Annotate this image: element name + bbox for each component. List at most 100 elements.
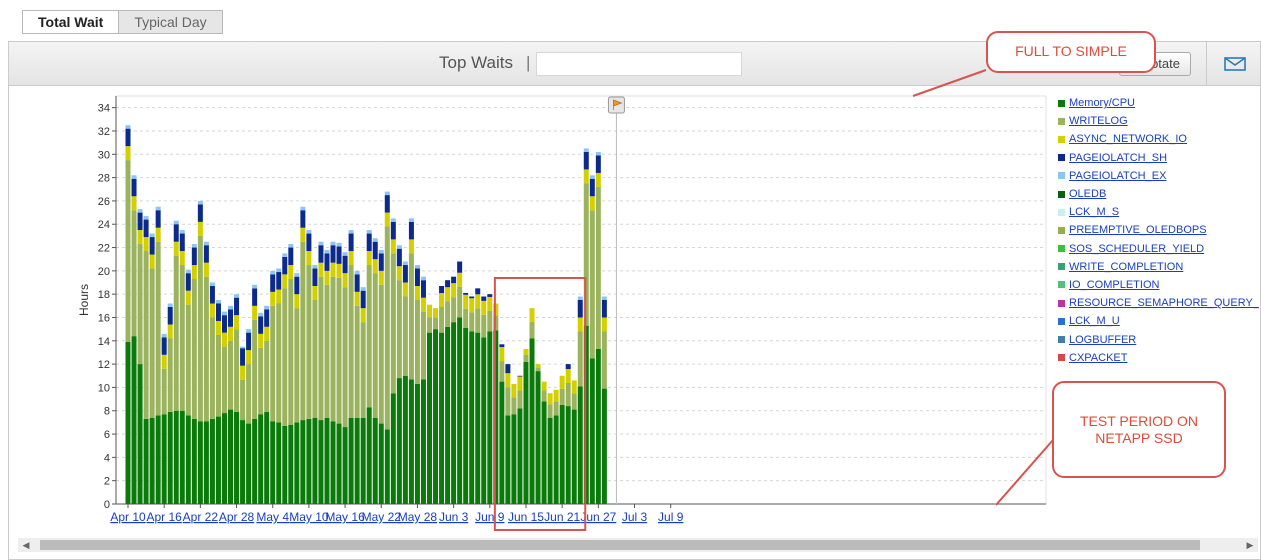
x-tick-label[interactable]: May 28 <box>398 510 438 524</box>
bar-segment <box>234 315 240 330</box>
x-tick-label[interactable]: Apr 10 <box>110 510 146 524</box>
bar-segment <box>167 338 173 412</box>
legend-item[interactable]: LCK_M_S <box>1058 203 1259 221</box>
bar-segment <box>390 253 396 394</box>
bar-segment <box>185 273 191 291</box>
legend-swatch <box>1058 245 1065 253</box>
bar-segment <box>336 242 342 247</box>
scroll-left-arrow[interactable]: ◀ <box>22 540 30 550</box>
x-tick-label[interactable]: Apr 28 <box>219 510 255 524</box>
bar-segment <box>125 125 131 129</box>
bar-segment <box>517 375 523 377</box>
x-tick-label[interactable]: Jul 3 <box>622 510 648 524</box>
bar-segment <box>354 274 360 292</box>
bar-segment <box>228 309 234 327</box>
x-tick-label[interactable]: May 22 <box>362 510 402 524</box>
legend-label[interactable]: RESOURCE_SEMAPHORE_QUERY_ <box>1069 297 1259 310</box>
bar-segment <box>408 239 414 254</box>
bar-segment <box>414 300 420 384</box>
legend-label[interactable]: CXPACKET <box>1069 351 1128 364</box>
bar-segment <box>161 337 167 355</box>
legend-label[interactable]: WRITELOG <box>1069 115 1128 128</box>
legend-item[interactable]: OLEDB <box>1058 185 1259 203</box>
envelope-icon <box>1224 56 1246 71</box>
legend-label[interactable]: SOS_SCHEDULER_YIELD <box>1069 242 1205 255</box>
bar-segment <box>487 296 493 311</box>
y-tick-label: 6 <box>104 429 110 441</box>
legend-label[interactable]: LOGBUFFER <box>1069 333 1137 346</box>
legend-label[interactable]: IO_COMPLETION <box>1069 278 1160 291</box>
legend-label[interactable]: WRITE_COMPLETION <box>1069 260 1184 273</box>
legend-item[interactable]: SOS_SCHEDULER_YIELD <box>1058 240 1259 258</box>
scroll-thumb[interactable] <box>40 540 1200 550</box>
bar-segment <box>270 270 276 275</box>
x-tick-label[interactable]: May 16 <box>325 510 365 524</box>
x-tick-label[interactable]: May 4 <box>256 510 289 524</box>
bar-segment <box>457 261 463 273</box>
x-tick-label[interactable]: Jun 3 <box>439 510 469 524</box>
legend-label[interactable]: PAGEIOLATCH_EX <box>1069 169 1167 182</box>
bar-segment <box>203 276 209 422</box>
bar-segment <box>577 296 583 300</box>
legend-label[interactable]: PREEMPTIVE_OLEDBOPS <box>1069 224 1207 237</box>
callout-top-pointer <box>912 69 987 97</box>
legend-item[interactable]: PREEMPTIVE_OLEDBOPS <box>1058 221 1259 239</box>
bar-segment <box>276 268 282 273</box>
x-tick-label[interactable]: May 10 <box>289 510 329 524</box>
legend-item[interactable]: Memory/CPU <box>1058 94 1259 112</box>
chart-legend: Memory/CPU WRITELOG ASYNC_NETWORK_IO PAGEIO… <box>1058 94 1259 367</box>
bar-segment <box>553 415 559 504</box>
tab-typical-day[interactable]: Typical Day <box>119 10 223 34</box>
bar-segment <box>288 247 294 266</box>
scroll-right-arrow[interactable]: ▶ <box>1246 540 1254 550</box>
legend-item[interactable]: RESOURCE_SEMAPHORE_QUERY_ <box>1058 294 1259 312</box>
x-tick-label[interactable]: Jun 15 <box>508 510 544 524</box>
bar-segment <box>433 317 439 330</box>
legend-item[interactable]: WRITE_COMPLETION <box>1058 258 1259 276</box>
bar-segment <box>264 309 270 327</box>
x-tick-label[interactable]: Apr 16 <box>147 510 183 524</box>
bar-segment <box>445 280 451 288</box>
legend-item[interactable]: PAGEIOLATCH_SH <box>1058 149 1259 167</box>
legend-item[interactable]: CXPACKET <box>1058 349 1259 367</box>
legend-label[interactable]: OLEDB <box>1069 188 1107 201</box>
tab-total-wait[interactable]: Total Wait <box>22 10 120 34</box>
bar-segment <box>457 317 463 504</box>
legend-label[interactable]: ASYNC_NETWORK_IO <box>1069 133 1187 146</box>
legend-item[interactable]: IO_COMPLETION <box>1058 276 1259 294</box>
legend-item[interactable]: ASYNC_NETWORK_IO <box>1058 130 1259 148</box>
y-tick-label: 0 <box>104 499 110 511</box>
legend-label[interactable]: LCK_M_U <box>1069 315 1120 328</box>
legend-label[interactable]: LCK_M_S <box>1069 206 1120 219</box>
legend-swatch <box>1058 135 1065 143</box>
legend-label[interactable]: Memory/CPU <box>1069 97 1136 110</box>
x-tick-label[interactable]: Apr 22 <box>183 510 219 524</box>
x-tick-label[interactable]: Jul 9 <box>658 510 684 524</box>
bar-segment <box>595 348 601 504</box>
bar-segment <box>481 300 487 315</box>
filter-input[interactable] <box>536 52 742 76</box>
y-tick-label: 4 <box>104 452 110 464</box>
y-tick-label: 10 <box>98 382 110 394</box>
legend-item[interactable]: WRITELOG <box>1058 112 1259 130</box>
bar-segment <box>433 308 439 318</box>
bar-segment <box>378 253 384 271</box>
legend-item[interactable]: LCK_M_U <box>1058 312 1259 330</box>
bar-segment <box>354 305 360 418</box>
bar-segment <box>252 418 258 504</box>
x-tick-label[interactable]: Jun 21 <box>544 510 580 524</box>
x-tick-label[interactable]: Jun 27 <box>580 510 616 524</box>
bar-segment <box>318 420 324 504</box>
flag-glyph <box>613 99 623 110</box>
legend-item[interactable]: LOGBUFFER <box>1058 330 1259 348</box>
bar-segment <box>282 425 288 504</box>
bar-segment <box>276 303 282 423</box>
bar-segment <box>577 331 583 387</box>
email-button[interactable] <box>1206 42 1261 85</box>
x-tick-label[interactable]: Jun 9 <box>475 510 505 524</box>
legend-item[interactable]: PAGEIOLATCH_EX <box>1058 167 1259 185</box>
legend-label[interactable]: PAGEIOLATCH_SH <box>1069 151 1168 164</box>
horizontal-scrollbar[interactable]: ◀ ▶ <box>18 538 1258 552</box>
bar-segment <box>125 341 131 504</box>
bar-segment <box>547 417 553 504</box>
